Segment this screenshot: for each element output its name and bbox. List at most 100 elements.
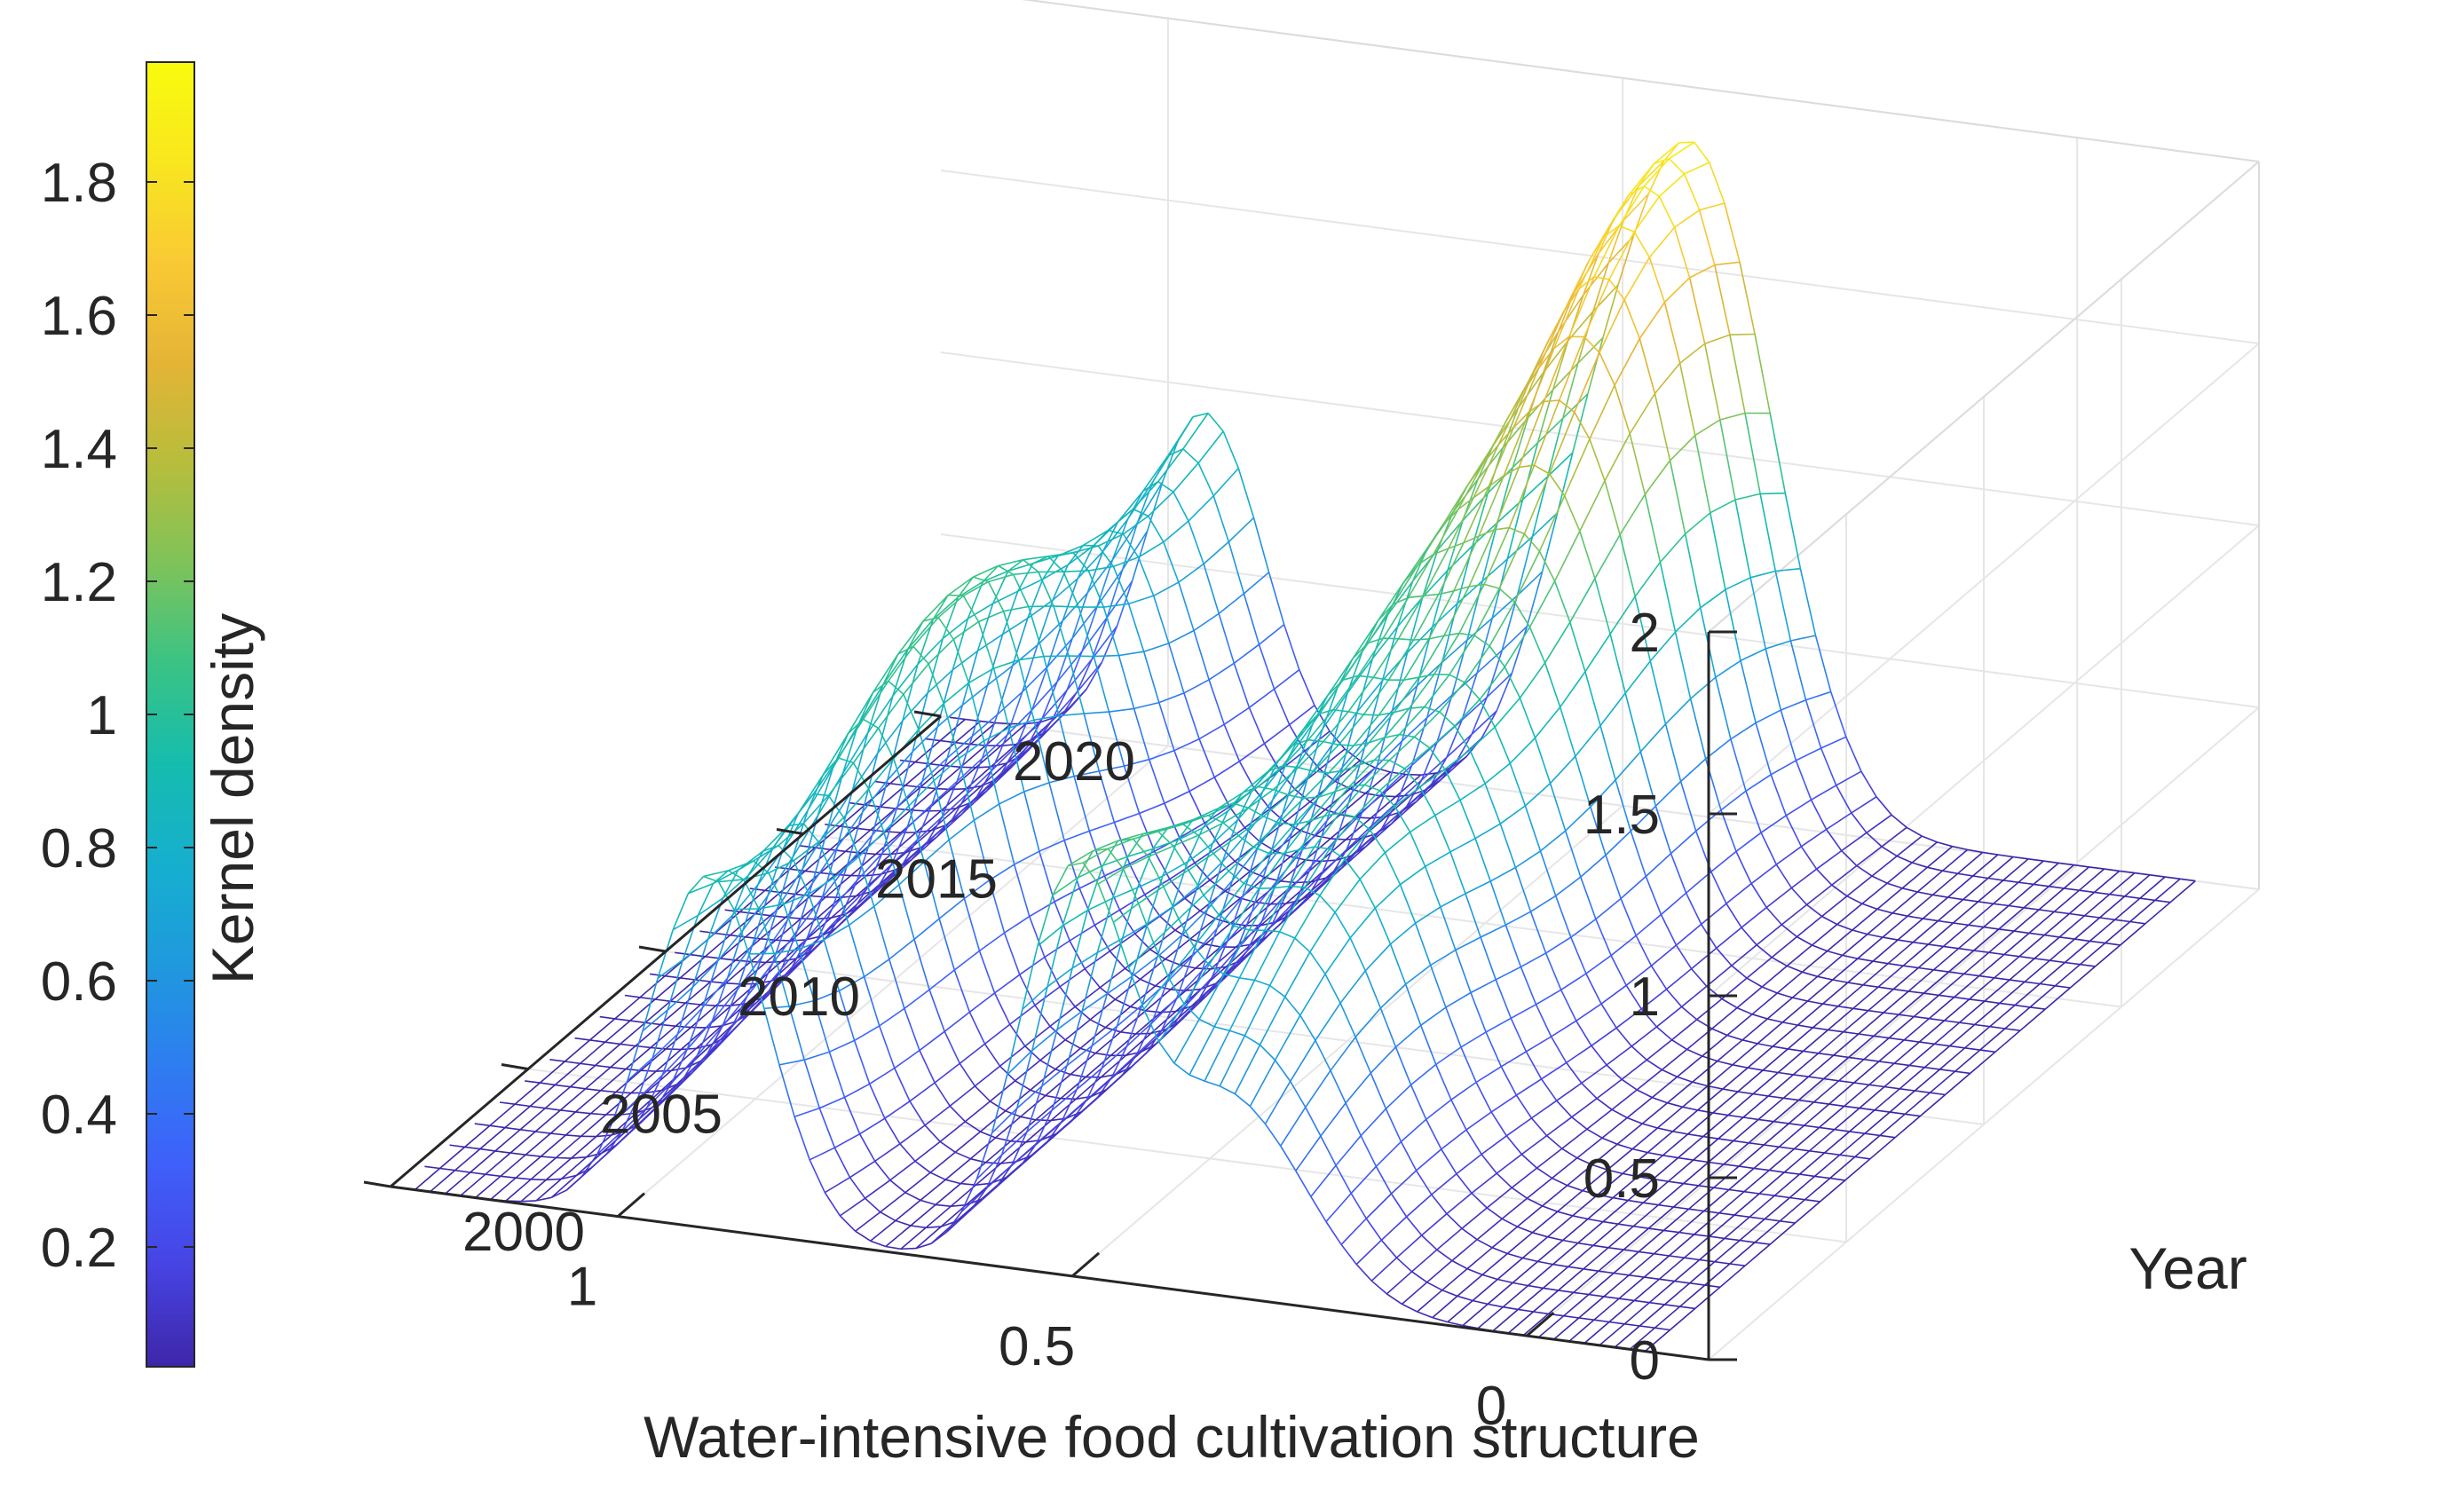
mesh-column-segment <box>1553 531 1581 582</box>
mesh-row-segment <box>1228 806 1246 829</box>
mesh-row-segment <box>1839 1154 1855 1158</box>
mesh-column-segment <box>1594 534 1621 580</box>
mesh-row-segment <box>1507 1252 1523 1259</box>
mesh-column-segment <box>897 620 924 655</box>
mesh-row-segment <box>1285 899 1301 904</box>
mesh-row-segment <box>1556 452 1574 513</box>
mesh-row-segment <box>1234 1093 1251 1108</box>
mesh-row-segment <box>2124 895 2141 899</box>
mesh-row-segment <box>1273 689 1291 725</box>
mesh-row-segment <box>1394 806 1411 832</box>
mesh-row-segment <box>1133 508 1149 517</box>
mesh-column-segment <box>1344 829 1370 860</box>
mesh-row-segment <box>595 1064 611 1069</box>
mesh-column-segment <box>1195 946 1221 969</box>
mesh-column-segment <box>1698 1164 1725 1187</box>
mesh-row-segment <box>1346 812 1362 850</box>
x-axis-tick <box>1526 1311 1555 1337</box>
mesh-row-segment <box>973 576 989 583</box>
mesh-row-segment <box>1198 738 1215 778</box>
mesh-row-segment <box>826 773 844 830</box>
mesh-column-segment <box>1469 726 1496 751</box>
mesh-row-segment <box>1519 464 1535 469</box>
mesh-row-segment <box>1361 765 1378 814</box>
mesh-column-segment <box>1959 1000 1986 1023</box>
mesh-row-segment <box>825 913 843 938</box>
mesh-column-segment <box>1401 1282 1428 1306</box>
mesh-row-segment <box>975 769 993 798</box>
mesh-column-segment <box>1283 739 1309 767</box>
mesh-row-segment <box>1222 430 1240 469</box>
mesh-column-segment <box>844 1083 871 1099</box>
mesh-row-segment <box>1851 812 1868 833</box>
mesh-row-segment <box>1046 1121 1062 1144</box>
mesh-column-segment <box>1116 1004 1143 1027</box>
mesh-column-segment <box>2144 902 2171 925</box>
mesh-column-segment <box>1772 1024 1798 1047</box>
mesh-column-segment <box>1315 1002 1341 1041</box>
mesh-column-segment <box>1443 586 1470 636</box>
mesh-column-segment <box>1223 929 1251 975</box>
mesh-row-segment <box>1283 848 1299 855</box>
mesh-column-segment <box>1528 348 1555 413</box>
mesh-row-segment <box>1959 1022 1975 1026</box>
mesh-row-segment <box>1640 1008 1658 1028</box>
mesh-row-segment <box>1672 1131 1688 1135</box>
mesh-row-segment <box>1887 962 1904 966</box>
mesh-column-segment <box>1533 399 1560 466</box>
mesh-row-segment <box>1639 1250 1655 1255</box>
mesh-row-segment <box>1145 1010 1161 1014</box>
mesh-column-segment <box>778 1059 805 1066</box>
mesh-row-segment <box>745 936 761 940</box>
mesh-row-segment <box>1937 841 1953 848</box>
mesh-column-segment <box>1882 915 1908 938</box>
mesh-column-segment <box>1321 848 1347 875</box>
mesh-column-segment <box>1984 979 2010 1002</box>
mesh-column-segment <box>1470 979 1497 994</box>
mesh-row-segment <box>1681 1006 1698 1021</box>
mesh-row-segment <box>1932 894 1948 898</box>
colorbar-tick-label: 0.2 <box>41 1218 117 1279</box>
mesh-column-segment <box>1434 799 1461 816</box>
mesh-row-segment <box>1402 1303 1418 1313</box>
mesh-column-segment <box>1686 871 1712 894</box>
mesh-row-segment <box>1295 1170 1312 1197</box>
mesh-column-segment <box>1248 888 1275 931</box>
mesh-column-segment <box>1168 945 1195 979</box>
mesh-row-segment <box>1418 786 1436 816</box>
mesh-column-segment <box>1671 1109 1699 1132</box>
mesh-row-segment <box>1617 1223 1634 1227</box>
mesh-row-segment <box>1375 1165 1393 1195</box>
mesh-column-segment <box>1471 710 1497 736</box>
mesh-column-segment <box>1657 1182 1685 1206</box>
mesh-row-segment <box>1562 1239 1578 1244</box>
mesh-column-segment <box>1543 1266 1569 1290</box>
mesh-row-segment <box>1252 517 1270 573</box>
mesh-row-segment <box>1320 1135 1337 1166</box>
mesh-row-segment <box>721 989 738 1028</box>
mesh-row-segment <box>604 1041 620 1045</box>
mesh-row-segment <box>1499 823 1517 868</box>
mesh-column-segment <box>1739 1218 1765 1242</box>
mesh-column-segment <box>1679 343 1706 364</box>
mesh-column-segment <box>1274 1014 1301 1061</box>
mesh-column-segment <box>1757 1097 1784 1121</box>
mesh-row-segment <box>1502 407 1520 448</box>
mesh-row-segment <box>868 1083 886 1119</box>
mesh-row-segment <box>1607 1247 1624 1250</box>
mesh-row-segment <box>682 915 699 960</box>
mesh-row-segment <box>1828 1103 1844 1108</box>
mesh-row-segment <box>1964 1047 1980 1051</box>
mesh-column-segment <box>1669 1307 1696 1331</box>
mesh-row-segment <box>1630 831 1647 877</box>
mesh-column-segment <box>1031 681 1058 711</box>
y-tick-label: 2010 <box>738 966 860 1028</box>
mesh-column-segment <box>1191 927 1218 958</box>
mesh-column-segment <box>1700 588 1726 609</box>
mesh-column-segment <box>1928 996 1955 1020</box>
mesh-row-segment <box>1702 1135 1718 1140</box>
mesh-row-segment <box>976 603 994 651</box>
mesh-row-segment <box>1778 1071 1794 1076</box>
mesh-column-segment <box>1697 1088 1724 1111</box>
mesh-column-segment <box>1988 930 2015 953</box>
